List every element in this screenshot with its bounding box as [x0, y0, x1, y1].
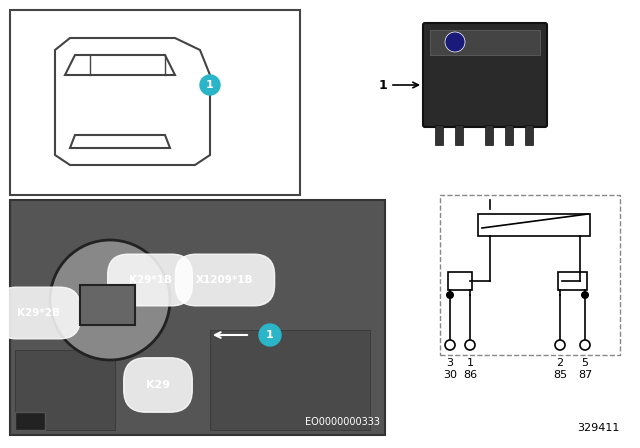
Circle shape: [200, 75, 220, 95]
Bar: [15, 350, 115, 430]
Text: 5: 5: [582, 358, 589, 368]
Circle shape: [445, 340, 455, 350]
Text: 85: 85: [553, 370, 567, 380]
Circle shape: [581, 291, 589, 299]
Bar: [448, 272, 472, 290]
Circle shape: [50, 240, 170, 360]
Text: 1: 1: [266, 330, 274, 340]
Text: 2: 2: [556, 358, 564, 368]
Circle shape: [259, 324, 281, 346]
Bar: [455, 125, 463, 145]
Circle shape: [465, 340, 475, 350]
Circle shape: [446, 291, 454, 299]
Text: 1: 1: [378, 78, 387, 91]
Circle shape: [555, 340, 565, 350]
Text: K29*2B: K29*2B: [17, 308, 60, 318]
Text: X1209*1B: X1209*1B: [196, 275, 253, 285]
Text: 1: 1: [206, 80, 214, 90]
Bar: [505, 125, 513, 145]
Bar: [435, 125, 443, 145]
Bar: [10, 10, 300, 195]
FancyBboxPatch shape: [423, 23, 547, 127]
Bar: [525, 125, 533, 145]
Bar: [485, 125, 493, 145]
Text: K29*1B: K29*1B: [129, 275, 172, 285]
Bar: [558, 272, 587, 290]
Text: 86: 86: [463, 370, 477, 380]
Bar: [15, 412, 45, 430]
Circle shape: [445, 32, 465, 52]
Bar: [430, 30, 540, 55]
Text: 1: 1: [467, 358, 474, 368]
Bar: [80, 285, 135, 325]
Circle shape: [580, 340, 590, 350]
Bar: [440, 195, 620, 355]
Bar: [10, 200, 385, 435]
Text: K29: K29: [146, 380, 170, 390]
Text: 329411: 329411: [578, 423, 620, 433]
Text: EO0000000333: EO0000000333: [305, 417, 380, 427]
Bar: [210, 330, 370, 430]
Bar: [478, 214, 590, 236]
Text: 3: 3: [447, 358, 454, 368]
Text: 30: 30: [443, 370, 457, 380]
Text: 87: 87: [578, 370, 592, 380]
